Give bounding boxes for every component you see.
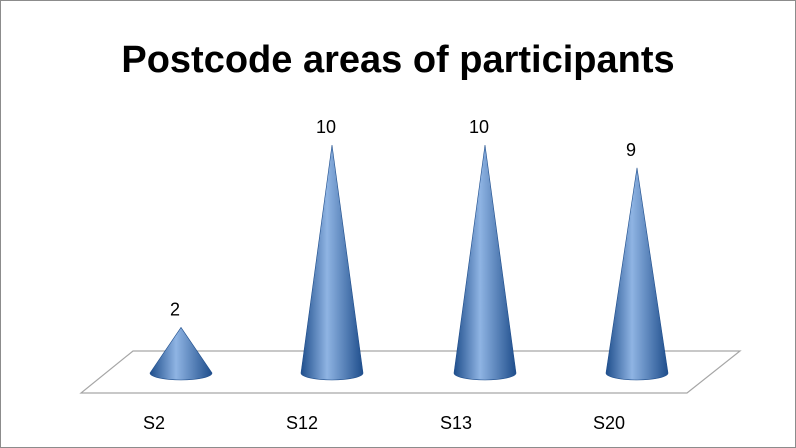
data-label-s12: 10: [316, 117, 336, 137]
data-label-s20: 9: [626, 140, 636, 160]
data-label-s13: 10: [469, 117, 489, 137]
cone-s20: [605, 167, 669, 381]
cone-s2: [149, 326, 213, 381]
cone-s13: [453, 144, 517, 381]
chart-floor: [79, 350, 742, 394]
x-tick-label-s13: S13: [440, 413, 472, 433]
x-tick-label-s20: S20: [593, 413, 625, 433]
cone-s12: [300, 144, 364, 381]
x-tick-label-s12: S12: [286, 413, 318, 433]
chart-title: Postcode areas of participants: [121, 39, 675, 81]
x-tick-label-s2: S2: [143, 413, 165, 433]
data-label-s2: 2: [170, 299, 180, 319]
